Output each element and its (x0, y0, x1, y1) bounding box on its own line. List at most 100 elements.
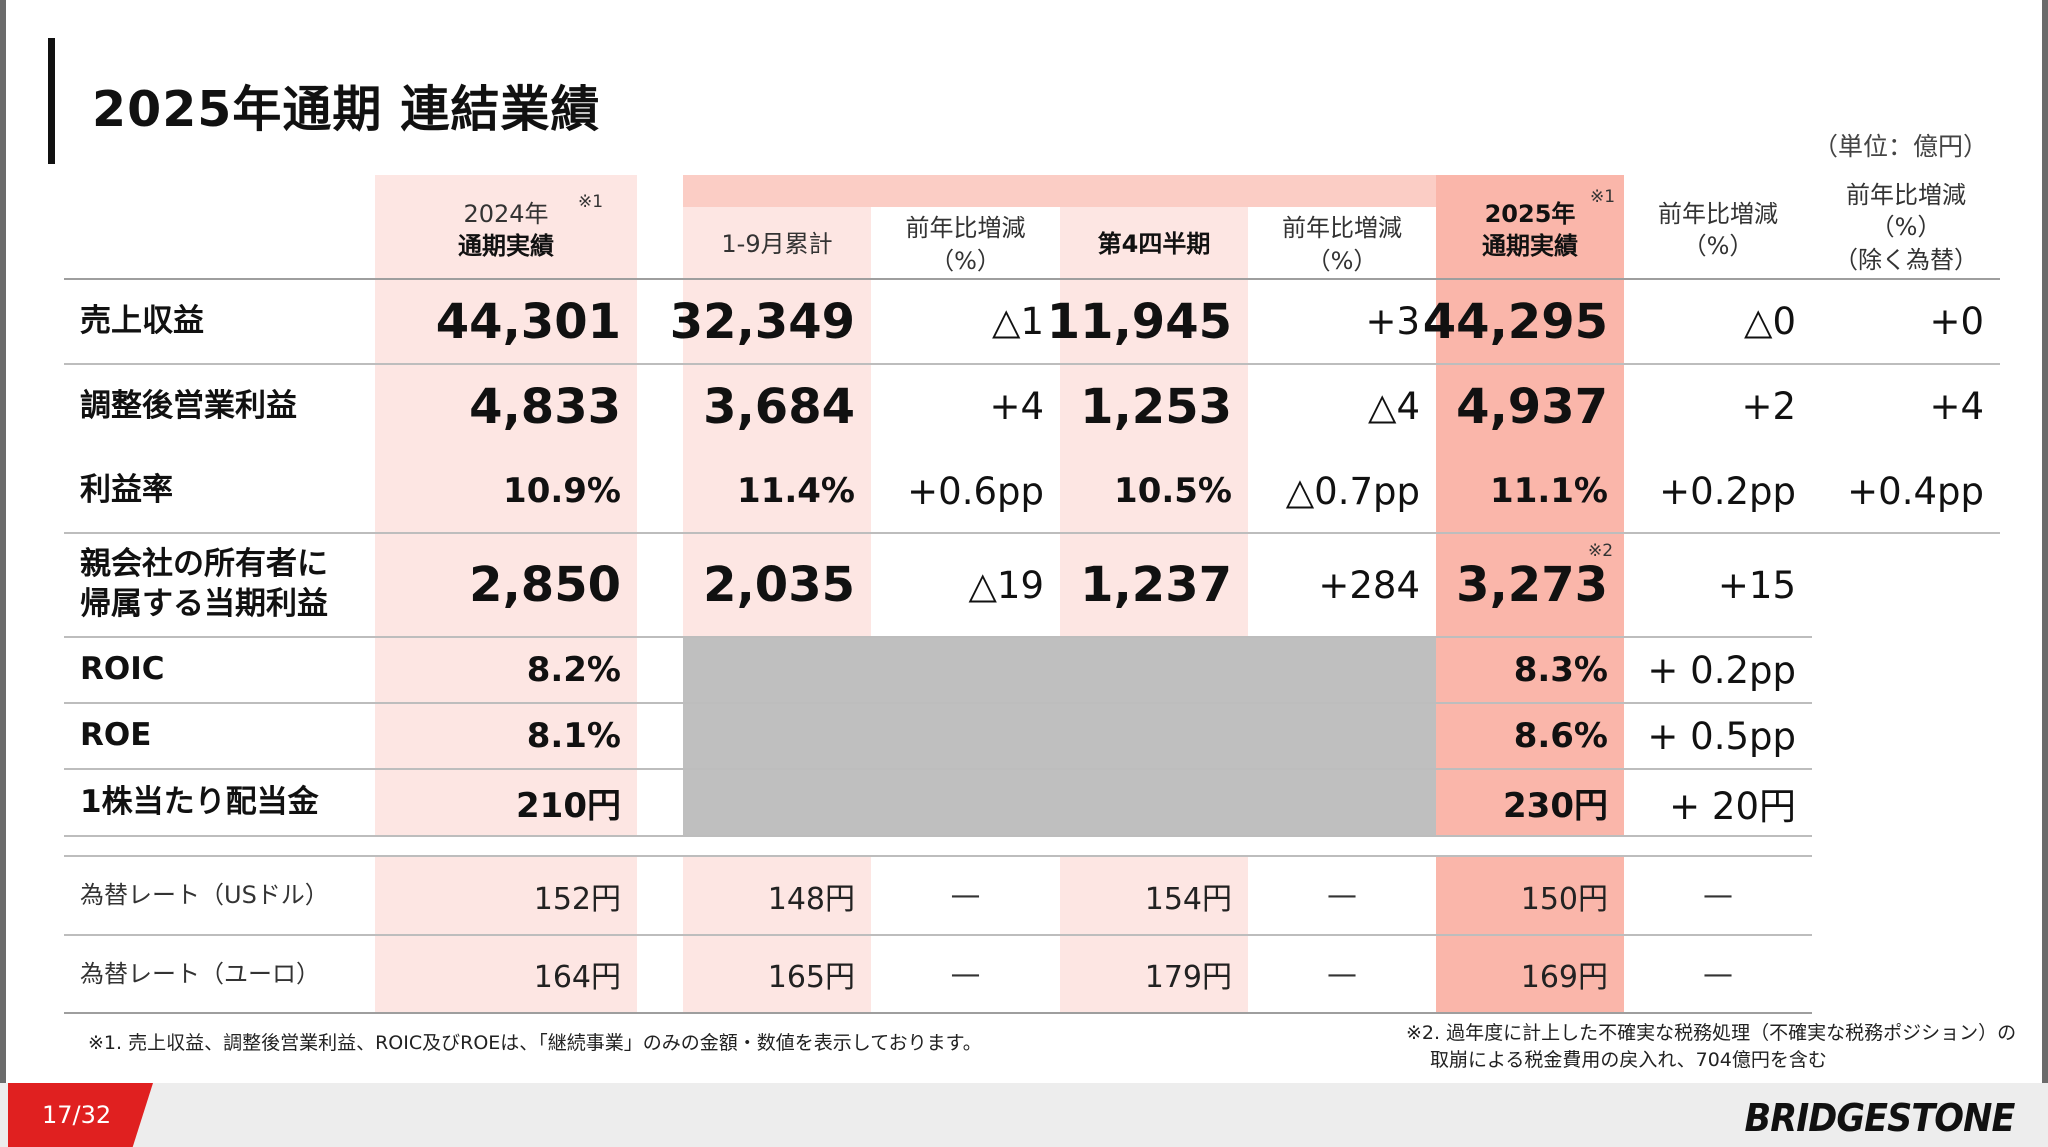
header-fy2024-line1: 2024年 (463, 199, 549, 228)
net-income-fy2024: 2,850 (469, 557, 621, 613)
header-fy2025-line2: 通期実績 (1482, 232, 1578, 260)
row-label-adj-op-profit: 調整後営業利益 (80, 387, 297, 424)
row-label-revenue: 売上収益 (80, 302, 204, 339)
row-divider (64, 835, 1812, 837)
unit-label: （単位：億円） (1812, 132, 1988, 161)
row-label-margin: 利益率 (80, 472, 173, 509)
row-label-roe: ROE (80, 717, 152, 754)
header-yoy-fx-line2: （%） (1870, 213, 1942, 242)
net-income-fy2025: 3,273 (1456, 557, 1608, 613)
row-divider (64, 768, 1812, 770)
fx-usd-q4: 154円 (1144, 881, 1232, 917)
fx-eur-yoy-fy: — (1703, 956, 1733, 992)
header-yoy-cum9: 前年比増減 （%） (871, 207, 1060, 282)
row-divider (64, 855, 1812, 857)
header-fy2024-line2: 通期実績 (458, 232, 554, 260)
fx-usd-yoy-fy: — (1703, 878, 1733, 913)
fx-usd-fy2024: 152円 (533, 881, 621, 917)
revenue-yoy-cum9: △1 (992, 300, 1044, 343)
net-income-yoy-q4: +284 (1318, 563, 1420, 607)
left-edge (0, 0, 6, 1147)
adj-op-profit-yoy-cum9: +4 (989, 385, 1044, 428)
row-divider (64, 702, 1812, 704)
margin-yoy-cum9: +0.6pp (907, 469, 1044, 513)
row-label-net-income-line1: 親会社の所有者に (80, 546, 328, 583)
footer-bar (0, 1083, 2048, 1147)
row-divider (64, 636, 1812, 638)
footnote-2-line1: ※2. 過年度に計上した不確実な税務処理（不確実な税務ポジション）の (1406, 1022, 2017, 1044)
table-bottom-rule (64, 1012, 1812, 1014)
header-fy2025: 2025年 通期実績 (1436, 180, 1624, 280)
net-income-q4: 1,237 (1080, 557, 1232, 613)
dividend-fy2025: 230円 (1503, 786, 1608, 826)
header-yoy-q4-line2: （%） (1306, 246, 1378, 275)
header-yoy-fx-line1: 前年比増減 (1846, 180, 1966, 209)
dividend-fy2024: 210円 (516, 786, 621, 826)
header-yoy-q4-line1: 前年比増減 (1282, 214, 1402, 243)
adj-op-profit-fy2025: 4,937 (1456, 378, 1608, 435)
right-edge (2042, 0, 2048, 1147)
row-label-dividend: 1株当たり配当金 (80, 783, 319, 820)
margin-cum9: 11.4% (737, 471, 855, 511)
adj-op-profit-yoy-fx: +4 (1929, 385, 1984, 428)
fx-eur-fy2025: 169円 (1520, 960, 1608, 995)
fx-label-eur: 為替レート（ユーロ） (80, 959, 320, 988)
revenue-yoy-fy: △0 (1744, 300, 1796, 343)
revenue-fy2024: 44,301 (435, 293, 621, 350)
margin-yoy-q4: △0.7pp (1285, 469, 1420, 513)
footnote-1: ※1. 売上収益、調整後営業利益、ROIC及びROEは、「継続事業」のみの金額・… (88, 1032, 982, 1054)
header-fy2025-line1: 2025年 (1484, 199, 1576, 228)
roe-fy2025: 8.6% (1513, 716, 1608, 756)
revenue-yoy-fx: +0 (1929, 300, 1984, 343)
header-yoy-cum9-line2: （%） (930, 246, 1001, 275)
row-divider (64, 934, 1812, 936)
header-rule (64, 278, 2000, 280)
header-yoy-cum9-line1: 前年比増減 (905, 214, 1026, 243)
fx-usd-yoy-cum9: — (950, 878, 981, 913)
fx-eur-yoy-cum9: — (950, 956, 981, 992)
header-cum9: 1-9月累計 (721, 230, 833, 259)
header-yoy-q4: 前年比増減 （%） (1248, 207, 1436, 282)
fx-eur-yoy-q4: — (1327, 956, 1357, 992)
margin-q4: 10.5% (1114, 471, 1232, 511)
net-income-yoy-fy: +15 (1717, 563, 1796, 607)
brand-logo: BRIDGESTONE (1744, 1096, 2015, 1140)
margin-yoy-fy: +0.2pp (1659, 469, 1796, 513)
revenue-fy2025: 44,295 (1422, 293, 1608, 350)
roe-fy2024: 8.1% (526, 716, 621, 756)
header-q4: 第4四半期 (1097, 230, 1211, 259)
revenue-q4: 11,945 (1046, 293, 1232, 350)
revenue-yoy-q4: +3 (1365, 300, 1420, 343)
row-label-roic: ROIC (80, 651, 165, 688)
adj-op-profit-yoy-fy: +2 (1741, 385, 1796, 428)
page-title: 2025年通期 連結業績 (92, 81, 601, 138)
col-bg-fy2024 (375, 175, 637, 837)
header-yoy-fx: 前年比増減 （%） （除く為替） (1812, 170, 2000, 285)
margin-yoy-fx: +0.4pp (1847, 469, 1984, 513)
dividend-yoy-fy: + 20円 (1669, 784, 1796, 828)
note-mark-fy2025: ※1 (1590, 187, 1616, 207)
roic-fy2024: 8.2% (526, 650, 621, 690)
row-label-net-income: 親会社の所有者に 帰属する当期利益 (48, 534, 375, 636)
roic-fy2025: 8.3% (1513, 650, 1608, 690)
header-yoy-fy-line1: 前年比増減 (1658, 199, 1778, 228)
page-number: 17/32 (8, 1083, 153, 1147)
note-mark-net-income: ※2 (1588, 541, 1614, 561)
title-accent-bar (48, 38, 55, 164)
header-yoy-fx-line3: （除く為替） (1834, 245, 1978, 274)
revenue-cum9: 32,349 (669, 293, 855, 350)
fx-eur-q4: 179円 (1144, 960, 1232, 995)
margin-fy2024: 10.9% (503, 471, 621, 511)
not-applicable-area (683, 637, 1436, 837)
roic-yoy-fy: + 0.2pp (1647, 648, 1796, 692)
adj-op-profit-cum9: 3,684 (703, 378, 855, 435)
row-label-net-income-line2: 帰属する当期利益 (80, 586, 328, 622)
fx-eur-fy2024: 164円 (533, 960, 621, 995)
header-yoy-fy-line2: （%） (1682, 232, 1754, 260)
fx-usd-cum9: 148円 (767, 881, 855, 917)
margin-fy2025: 11.1% (1490, 471, 1608, 511)
fx-usd-yoy-q4: — (1327, 878, 1357, 913)
col-bg-fy2025 (1436, 175, 1624, 837)
header-yoy-fy: 前年比増減 （%） (1624, 180, 1812, 280)
fx-eur-cum9: 165円 (767, 960, 855, 995)
